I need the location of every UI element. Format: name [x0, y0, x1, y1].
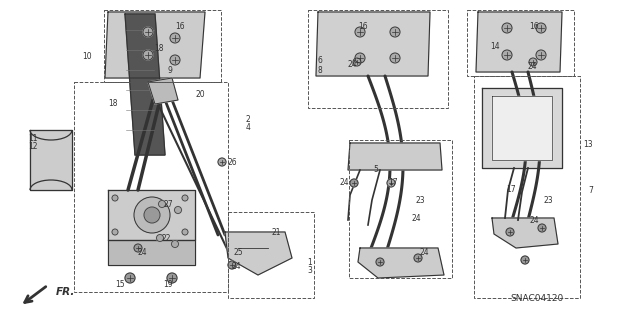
Text: 24: 24 [420, 248, 429, 257]
Text: 24: 24 [348, 60, 358, 69]
Text: 7: 7 [588, 186, 593, 195]
Text: 27: 27 [164, 200, 173, 209]
Polygon shape [225, 232, 292, 275]
Polygon shape [30, 130, 72, 190]
Text: 24: 24 [411, 214, 420, 223]
Text: 26: 26 [228, 158, 237, 167]
Text: 18: 18 [154, 44, 163, 53]
Circle shape [170, 55, 180, 65]
Polygon shape [482, 88, 562, 168]
Circle shape [143, 50, 153, 60]
Polygon shape [105, 12, 205, 78]
Polygon shape [125, 14, 165, 155]
Circle shape [376, 258, 384, 266]
Circle shape [112, 195, 118, 201]
Text: 16: 16 [529, 22, 539, 31]
Text: 17: 17 [506, 185, 516, 194]
Circle shape [144, 207, 160, 223]
Bar [474, 76, 580, 298]
Text: FR.: FR. [56, 287, 76, 297]
Text: 3: 3 [307, 266, 312, 275]
Circle shape [134, 244, 142, 252]
Text: SNAC04120: SNAC04120 [510, 294, 563, 303]
Bar [308, 10, 448, 108]
Text: 24: 24 [137, 248, 147, 257]
Circle shape [390, 53, 400, 63]
Text: 24: 24 [528, 62, 538, 71]
Circle shape [387, 179, 395, 187]
Bar [349, 140, 452, 278]
Circle shape [355, 27, 365, 37]
Circle shape [182, 229, 188, 235]
Text: 24: 24 [340, 178, 349, 187]
Circle shape [506, 228, 514, 236]
Circle shape [502, 50, 512, 60]
Polygon shape [476, 12, 562, 72]
Text: 9: 9 [167, 66, 172, 75]
Text: 22: 22 [162, 234, 172, 243]
Bar [74, 82, 228, 292]
Text: 16: 16 [175, 22, 184, 31]
Circle shape [125, 273, 135, 283]
Circle shape [170, 33, 180, 43]
Text: 2: 2 [246, 115, 251, 124]
Polygon shape [148, 78, 178, 104]
Polygon shape [108, 190, 195, 240]
Circle shape [350, 179, 358, 187]
Text: 16: 16 [358, 22, 367, 31]
Circle shape [172, 241, 179, 248]
Circle shape [182, 195, 188, 201]
Text: 24: 24 [529, 216, 539, 225]
Text: 25: 25 [233, 248, 243, 257]
Text: 6: 6 [318, 56, 323, 65]
Circle shape [143, 27, 153, 37]
Text: 20: 20 [196, 90, 205, 99]
Circle shape [355, 53, 365, 63]
Circle shape [112, 229, 118, 235]
Circle shape [536, 50, 546, 60]
Text: 23: 23 [543, 196, 552, 205]
Circle shape [521, 256, 529, 264]
Text: 4: 4 [246, 123, 251, 132]
Circle shape [134, 197, 170, 233]
Polygon shape [358, 248, 444, 278]
Circle shape [353, 58, 361, 66]
Text: 1: 1 [307, 258, 312, 267]
Text: 14: 14 [490, 42, 500, 51]
Text: 11: 11 [28, 134, 38, 143]
Text: 8: 8 [318, 66, 323, 75]
Text: 10: 10 [82, 52, 92, 61]
Text: 23: 23 [416, 196, 426, 205]
Polygon shape [492, 218, 558, 248]
Circle shape [157, 234, 163, 241]
Text: 24: 24 [232, 262, 242, 271]
Polygon shape [316, 12, 430, 76]
Text: 12: 12 [28, 142, 38, 151]
Circle shape [218, 158, 226, 166]
Polygon shape [108, 240, 195, 265]
Circle shape [167, 273, 177, 283]
Bar [228, 212, 314, 298]
Circle shape [536, 23, 546, 33]
Circle shape [175, 206, 182, 213]
Circle shape [159, 201, 166, 207]
Text: 21: 21 [271, 228, 280, 237]
Bar [467, 10, 574, 76]
Text: 19: 19 [163, 280, 173, 289]
Text: 5: 5 [373, 165, 378, 174]
Polygon shape [492, 96, 552, 160]
Circle shape [228, 261, 236, 269]
Bar [104, 10, 221, 82]
Circle shape [538, 224, 546, 232]
Text: 15: 15 [115, 280, 125, 289]
Circle shape [529, 58, 537, 66]
Circle shape [390, 27, 400, 37]
Circle shape [502, 23, 512, 33]
Text: 17: 17 [388, 178, 397, 187]
Polygon shape [348, 143, 442, 170]
Text: 18: 18 [108, 99, 118, 108]
Circle shape [414, 254, 422, 262]
Text: 13: 13 [583, 140, 593, 149]
